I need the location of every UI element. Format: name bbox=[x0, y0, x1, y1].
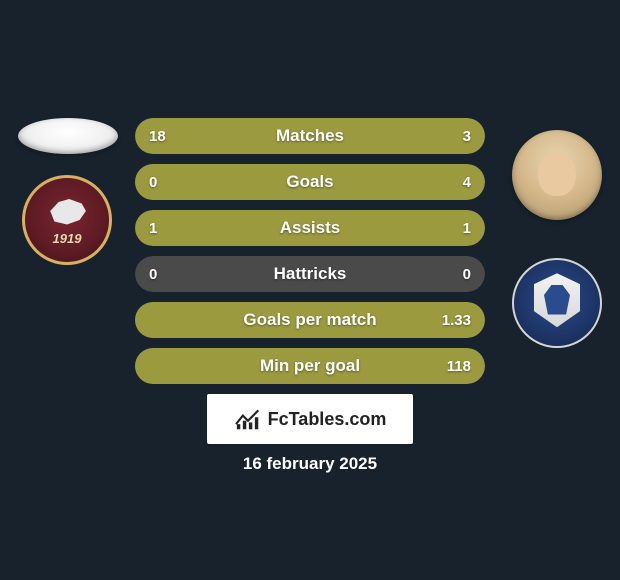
stat-label: Assists bbox=[135, 210, 485, 246]
stat-row: 00Hattricks bbox=[135, 256, 485, 292]
player2-avatar bbox=[512, 130, 602, 220]
stat-row: 04Goals bbox=[135, 164, 485, 200]
stats-panel: 183Matches 04Goals 11Assists 00Hattricks 1.3… bbox=[135, 118, 485, 394]
player1-club-badge: 1919 bbox=[22, 175, 112, 265]
player1-avatar bbox=[18, 118, 118, 154]
brand-chart-icon bbox=[234, 407, 262, 431]
stat-label: Goals per match bbox=[135, 302, 485, 338]
stat-row: 11Assists bbox=[135, 210, 485, 246]
brand-box: FcTables.com bbox=[207, 394, 413, 444]
stat-row: 118Min per goal bbox=[135, 348, 485, 384]
player2-club-badge bbox=[512, 258, 602, 348]
comparison-card: L. Njoh vs Birkir Bjarnason Club competi… bbox=[0, 0, 620, 580]
stat-label: Matches bbox=[135, 118, 485, 154]
player1-club-year: 1919 bbox=[25, 231, 109, 246]
brand-name: FcTables.com bbox=[268, 409, 387, 430]
date-label: 16 february 2025 bbox=[0, 454, 620, 474]
stat-row: 183Matches bbox=[135, 118, 485, 154]
stat-label: Min per goal bbox=[135, 348, 485, 384]
stat-label: Goals bbox=[135, 164, 485, 200]
stat-row: 1.33Goals per match bbox=[135, 302, 485, 338]
stat-label: Hattricks bbox=[135, 256, 485, 292]
